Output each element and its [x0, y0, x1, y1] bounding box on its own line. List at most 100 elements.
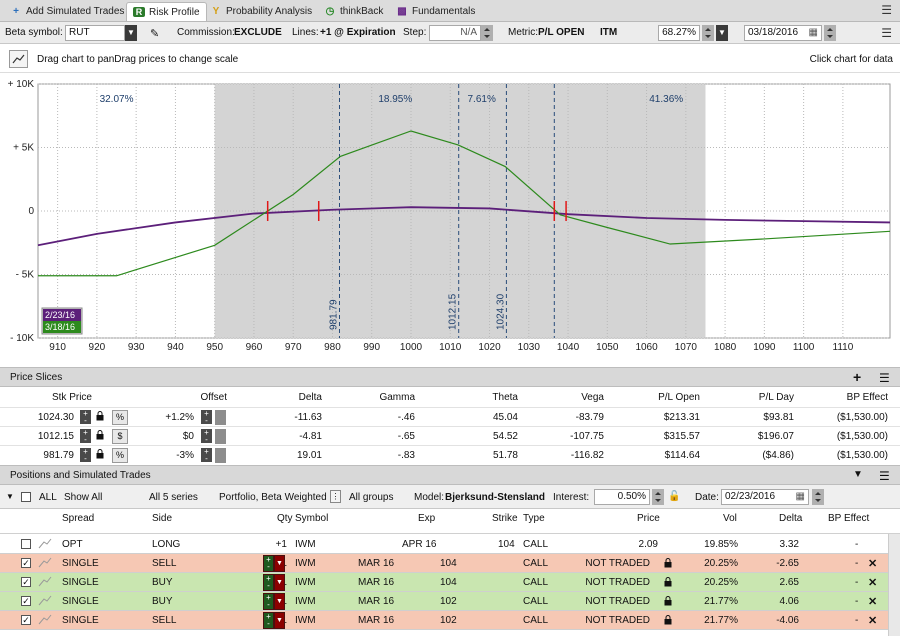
expand-all-icon[interactable]: ▼ [6, 492, 14, 501]
slice-stk-price[interactable]: 1012.15 [37, 431, 74, 442]
lock-icon[interactable] [664, 558, 672, 568]
lock-icon[interactable]: 🔓 [668, 491, 681, 502]
row-type[interactable]: CALL [523, 577, 549, 588]
model-value[interactable]: Bjerksund-Stensland [445, 492, 546, 503]
lock-icon[interactable] [96, 411, 104, 421]
offset-spinner[interactable]: + - [201, 410, 212, 425]
position-row[interactable]: OPT LONG +1 IWM APR 16 104 CALL 2.09 19.85% 3.32 - [0, 535, 888, 554]
row-checkbox[interactable]: ✓ [21, 615, 31, 625]
row-checkbox[interactable]: ✓ [21, 558, 31, 568]
show-all-filter[interactable]: Show All [64, 492, 103, 503]
date-spinner[interactable] [812, 489, 824, 505]
offset-spinner[interactable]: + - [201, 448, 212, 463]
beta-symbol-input[interactable]: RUT [65, 25, 125, 41]
tab-probability-analysis[interactable]: Y Probability Analysis [204, 2, 318, 21]
row-side[interactable]: SELL [152, 615, 177, 626]
expiration-date-input[interactable]: 03/18/2016 ▦ [744, 25, 822, 41]
itm-input[interactable]: 68.27% [658, 25, 700, 41]
commission-value[interactable]: EXCLUDE [234, 27, 282, 38]
row-type[interactable]: CALL [523, 558, 549, 569]
menu-icon[interactable]: ☰ [879, 371, 890, 385]
tab-fundamentals[interactable]: ▩ Fundamentals [390, 2, 481, 21]
select-all-checkbox[interactable] [21, 492, 31, 502]
interest-input[interactable]: 0.50% [594, 489, 650, 505]
qty-stepper[interactable]: + - ▼ [263, 593, 285, 610]
row-type[interactable]: CALL [523, 615, 549, 626]
slice-stk-price[interactable]: 1024.30 [37, 412, 74, 423]
offset-unit-toggle[interactable]: % [112, 448, 128, 463]
chart-settings-button[interactable] [9, 50, 28, 68]
offset-dropdown[interactable] [215, 410, 226, 425]
itm-spinner[interactable] [702, 25, 714, 41]
model-date-input[interactable]: 02/23/2016 ▦ [721, 489, 809, 505]
interest-spinner[interactable] [652, 489, 664, 505]
date-spinner[interactable] [824, 25, 836, 41]
row-type[interactable]: CALL [523, 596, 549, 607]
risk-profile-svg[interactable]: 910 920 930 940 950 960 970 980 990 1000 1010 1020 1… [0, 74, 900, 354]
slice-spinner[interactable]: + - [80, 448, 91, 463]
slice-spinner[interactable]: + - [80, 410, 91, 425]
row-checkbox[interactable]: ✓ [21, 577, 31, 587]
calendar-icon[interactable]: ▦ [795, 491, 805, 502]
delete-row-icon[interactable]: ✕ [868, 596, 878, 608]
series-filter[interactable]: All 5 series [149, 492, 198, 503]
collapse-icon[interactable]: ▼ [853, 469, 863, 480]
metric-value[interactable]: P/L OPEN [538, 27, 585, 38]
row-exp[interactable]: MAR 16 [358, 615, 395, 626]
slice-offset[interactable]: +1.2% [165, 412, 194, 423]
tab-add-simulated-trades[interactable]: + Add Simulated Trades [4, 2, 130, 21]
delete-row-icon[interactable]: ✕ [868, 558, 878, 570]
link-icon[interactable]: ✎ [150, 28, 160, 40]
delete-row-icon[interactable]: ✕ [868, 577, 878, 589]
row-strike[interactable]: 104 [440, 577, 457, 588]
menu-icon[interactable]: ☰ [881, 3, 892, 17]
step-spinner[interactable] [481, 25, 493, 41]
tab-risk-profile[interactable]: R Risk Profile [126, 2, 207, 21]
delete-row-icon[interactable]: ✕ [868, 615, 878, 627]
row-strike[interactable]: 104 [498, 539, 515, 550]
step-input[interactable]: N/A [429, 25, 481, 41]
groups-toggle-icon[interactable]: ⋮ [330, 490, 341, 503]
row-side[interactable]: BUY [152, 596, 173, 607]
row-qty[interactable]: +1 [275, 539, 287, 550]
menu-icon[interactable]: ☰ [879, 469, 890, 483]
row-checkbox[interactable]: ✓ [21, 596, 31, 606]
lines-value[interactable]: +1 @ Expiration [320, 27, 396, 38]
row-exp[interactable]: MAR 16 [358, 596, 395, 607]
row-side[interactable]: BUY [152, 577, 173, 588]
slice-offset[interactable]: $0 [182, 431, 194, 442]
row-strike[interactable]: 102 [440, 596, 457, 607]
offset-unit-toggle[interactable]: $ [112, 429, 128, 444]
chevron-down-icon[interactable]: ▼ [125, 25, 137, 41]
row-strike[interactable]: 102 [440, 615, 457, 626]
slice-stk-price[interactable]: 981.79 [43, 450, 74, 461]
row-type[interactable]: CALL [523, 539, 549, 550]
chevron-down-icon[interactable]: ▼ [716, 25, 728, 41]
offset-dropdown[interactable] [215, 429, 226, 444]
menu-icon[interactable]: ☰ [881, 26, 892, 40]
calendar-icon[interactable]: ▦ [808, 27, 818, 38]
risk-profile-chart[interactable]: 910 920 930 940 950 960 970 980 990 1000 1010 1020 1… [0, 74, 900, 354]
slice-offset[interactable]: -3% [176, 450, 194, 461]
row-side[interactable]: SELL [152, 558, 177, 569]
offset-spinner[interactable]: + - [201, 429, 212, 444]
offset-dropdown[interactable] [215, 448, 226, 463]
groups-filter[interactable]: All groups [349, 492, 394, 503]
lock-icon[interactable] [664, 596, 672, 606]
offset-unit-toggle[interactable]: % [112, 410, 128, 425]
qty-stepper[interactable]: + - ▼ [263, 574, 285, 591]
lock-icon[interactable] [664, 615, 672, 625]
row-side[interactable]: LONG [152, 539, 181, 550]
qty-stepper[interactable]: + - ▼ [263, 612, 285, 629]
row-exp[interactable]: APR 16 [402, 539, 437, 550]
row-checkbox[interactable] [21, 539, 31, 549]
qty-stepper[interactable]: + - ▼ [263, 555, 285, 572]
tab-thinkback[interactable]: ◷ thinkBack [318, 2, 389, 21]
row-strike[interactable]: 104 [440, 558, 457, 569]
portfolio-filter[interactable]: Portfolio, Beta Weighted [219, 492, 327, 503]
row-exp[interactable]: MAR 16 [358, 558, 395, 569]
lock-icon[interactable] [96, 430, 104, 440]
